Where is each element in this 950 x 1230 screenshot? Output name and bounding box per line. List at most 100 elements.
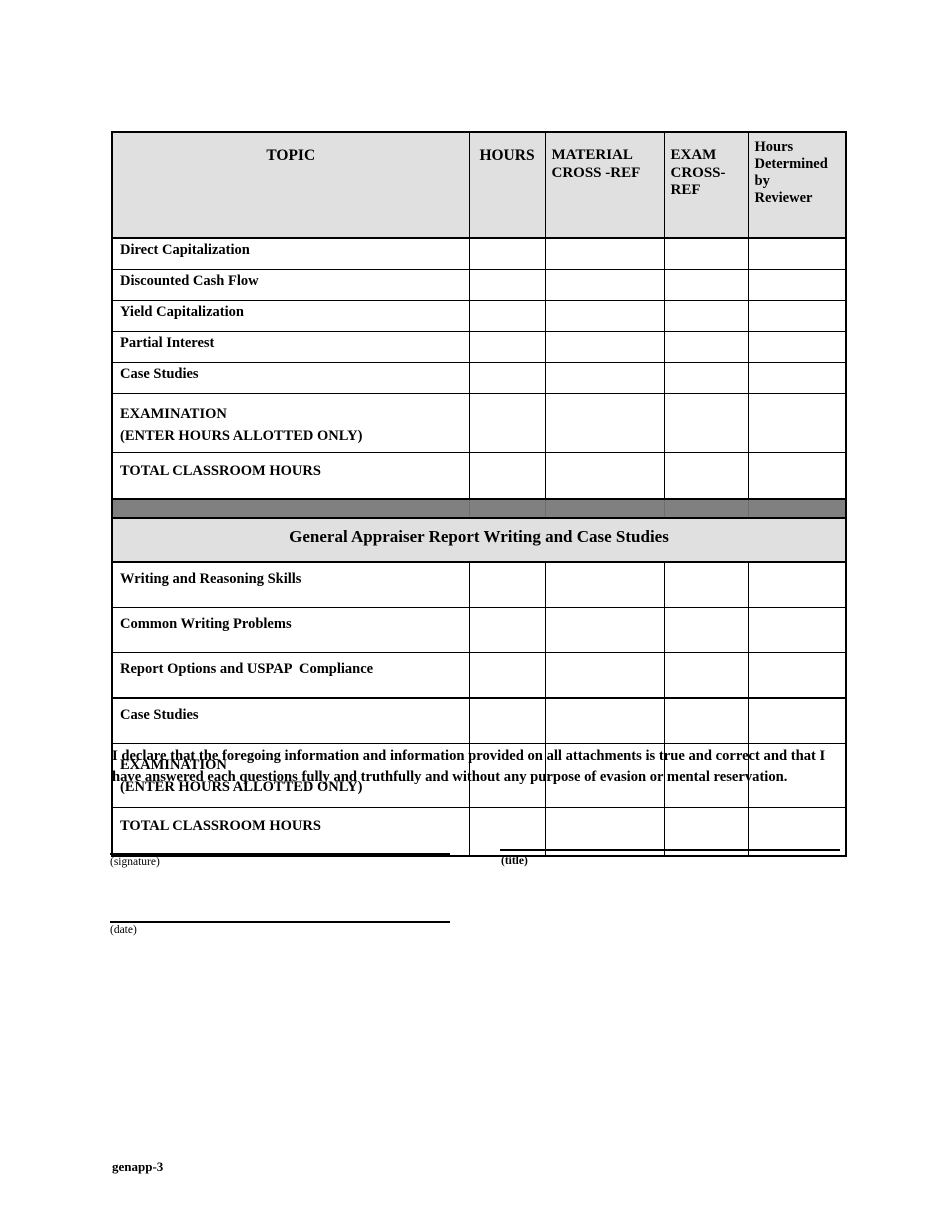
cell-hours[interactable] (468, 561, 546, 608)
title-line[interactable] (500, 849, 840, 851)
cell-material[interactable] (544, 393, 665, 453)
row-label-total: TOTAL CLASSROOM HOURS (111, 452, 470, 500)
cell-exam[interactable] (663, 452, 749, 500)
cell-material[interactable] (544, 607, 665, 653)
row-label: Case Studies (111, 362, 470, 394)
row-label: Report Options and USPAP Compliance (111, 652, 470, 699)
table-row-total: TOTAL CLASSROOM HOURS (111, 452, 847, 500)
row-label-total: TOTAL CLASSROOM HOURS (111, 807, 470, 857)
cell-reviewer[interactable] (747, 300, 847, 332)
cell-material[interactable] (544, 561, 665, 608)
table-row-examination: EXAMINATION (ENTER HOURS ALLOTTED ONLY) (111, 393, 847, 453)
cell-material[interactable] (544, 331, 665, 363)
cell-reviewer[interactable] (747, 743, 847, 808)
cell-material[interactable] (544, 452, 665, 500)
cell-exam[interactable] (663, 607, 749, 653)
cell-reviewer[interactable] (747, 807, 847, 857)
table-row: Direct Capitalization (111, 237, 847, 270)
spacer-cell (663, 498, 749, 519)
page-footer-id: genapp-3 (112, 1159, 164, 1174)
cell-reviewer[interactable] (747, 561, 847, 608)
cell-hours[interactable] (468, 237, 546, 270)
cell-hours[interactable] (468, 697, 546, 744)
cell-hours[interactable] (468, 331, 546, 363)
cell-material[interactable] (544, 743, 665, 808)
cell-reviewer[interactable] (747, 331, 847, 363)
spacer-cell (468, 498, 546, 519)
cell-material[interactable] (544, 652, 665, 699)
cell-reviewer[interactable] (747, 393, 847, 453)
table-row: Case Studies (111, 362, 847, 394)
table-row: Common Writing Problems (111, 607, 847, 653)
cell-hours[interactable] (468, 807, 546, 857)
column-header-hours: HOURS (468, 131, 546, 239)
cell-exam[interactable] (663, 697, 749, 744)
cell-hours[interactable] (468, 607, 546, 653)
title-caption: (title) (501, 855, 528, 867)
spacer-cell (544, 498, 665, 519)
cell-hours[interactable] (468, 362, 546, 394)
signature-caption: (signature) (110, 856, 160, 868)
cell-reviewer[interactable] (747, 652, 847, 699)
spacer-cell (747, 498, 847, 519)
row-label: Case Studies (111, 697, 470, 744)
date-line[interactable] (110, 921, 450, 923)
table-row-total: TOTAL CLASSROOM HOURS (111, 807, 847, 857)
section-title: General Appraiser Report Writing and Cas… (111, 517, 847, 563)
cell-reviewer[interactable] (747, 697, 847, 744)
cell-hours[interactable] (468, 269, 546, 301)
cell-material[interactable] (544, 269, 665, 301)
cell-exam[interactable] (663, 300, 749, 332)
cell-exam[interactable] (663, 743, 749, 808)
cell-reviewer[interactable] (747, 237, 847, 270)
table-row-examination: EXAMINATION (ENTER HOURS ALLOTTED ONLY) (111, 743, 847, 808)
table-body: TOPIC HOURS MATERIAL CROSS -REF EXAM CRO… (111, 131, 847, 857)
row-label: Common Writing Problems (111, 607, 470, 653)
cell-hours[interactable] (468, 300, 546, 332)
table-header-row: TOPIC HOURS MATERIAL CROSS -REF EXAM CRO… (111, 131, 847, 239)
row-label-examination: EXAMINATION (ENTER HOURS ALLOTTED ONLY) (111, 393, 470, 453)
cell-exam[interactable] (663, 393, 749, 453)
cell-material[interactable] (544, 697, 665, 744)
cell-hours[interactable] (468, 393, 546, 453)
table-row: Yield Capitalization (111, 300, 847, 332)
column-header-exam: EXAM CROSS- REF (663, 131, 749, 239)
cell-exam[interactable] (663, 652, 749, 699)
cell-exam[interactable] (663, 561, 749, 608)
column-header-reviewer: Hours Determined by Reviewer (747, 131, 847, 239)
cell-material[interactable] (544, 300, 665, 332)
row-label: Writing and Reasoning Skills (111, 561, 470, 608)
cell-exam[interactable] (663, 237, 749, 270)
column-header-topic: TOPIC (111, 131, 470, 239)
row-label: Yield Capitalization (111, 300, 470, 332)
cell-reviewer[interactable] (747, 362, 847, 394)
cell-reviewer[interactable] (747, 452, 847, 500)
spacer-cell (111, 498, 470, 519)
course-hours-table: TOPIC HOURS MATERIAL CROSS -REF EXAM CRO… (111, 131, 847, 857)
table-row: Discounted Cash Flow (111, 269, 847, 301)
cell-exam[interactable] (663, 362, 749, 394)
column-header-material: MATERIAL CROSS -REF (544, 131, 665, 239)
row-label-examination: EXAMINATION (ENTER HOURS ALLOTTED ONLY) (111, 743, 470, 808)
table-row: Case Studies (111, 697, 847, 744)
cell-hours[interactable] (468, 743, 546, 808)
cell-reviewer[interactable] (747, 607, 847, 653)
cell-material[interactable] (544, 362, 665, 394)
signature-line[interactable] (110, 853, 450, 855)
cell-material[interactable] (544, 807, 665, 857)
cell-material[interactable] (544, 237, 665, 270)
cell-exam[interactable] (663, 331, 749, 363)
date-caption: (date) (110, 924, 137, 936)
section-spacer-row (111, 498, 847, 519)
cell-exam[interactable] (663, 269, 749, 301)
cell-hours[interactable] (468, 452, 546, 500)
section-title-row: General Appraiser Report Writing and Cas… (111, 517, 847, 563)
table-row: Partial Interest (111, 331, 847, 363)
row-label: Discounted Cash Flow (111, 269, 470, 301)
cell-reviewer[interactable] (747, 269, 847, 301)
cell-hours[interactable] (468, 652, 546, 699)
row-label: Partial Interest (111, 331, 470, 363)
table-row: Report Options and USPAP Compliance (111, 652, 847, 699)
table-row: Writing and Reasoning Skills (111, 561, 847, 608)
